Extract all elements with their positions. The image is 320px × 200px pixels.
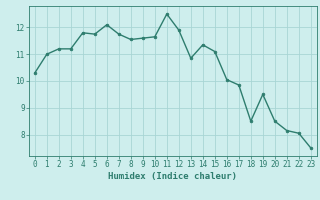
X-axis label: Humidex (Indice chaleur): Humidex (Indice chaleur) — [108, 172, 237, 181]
